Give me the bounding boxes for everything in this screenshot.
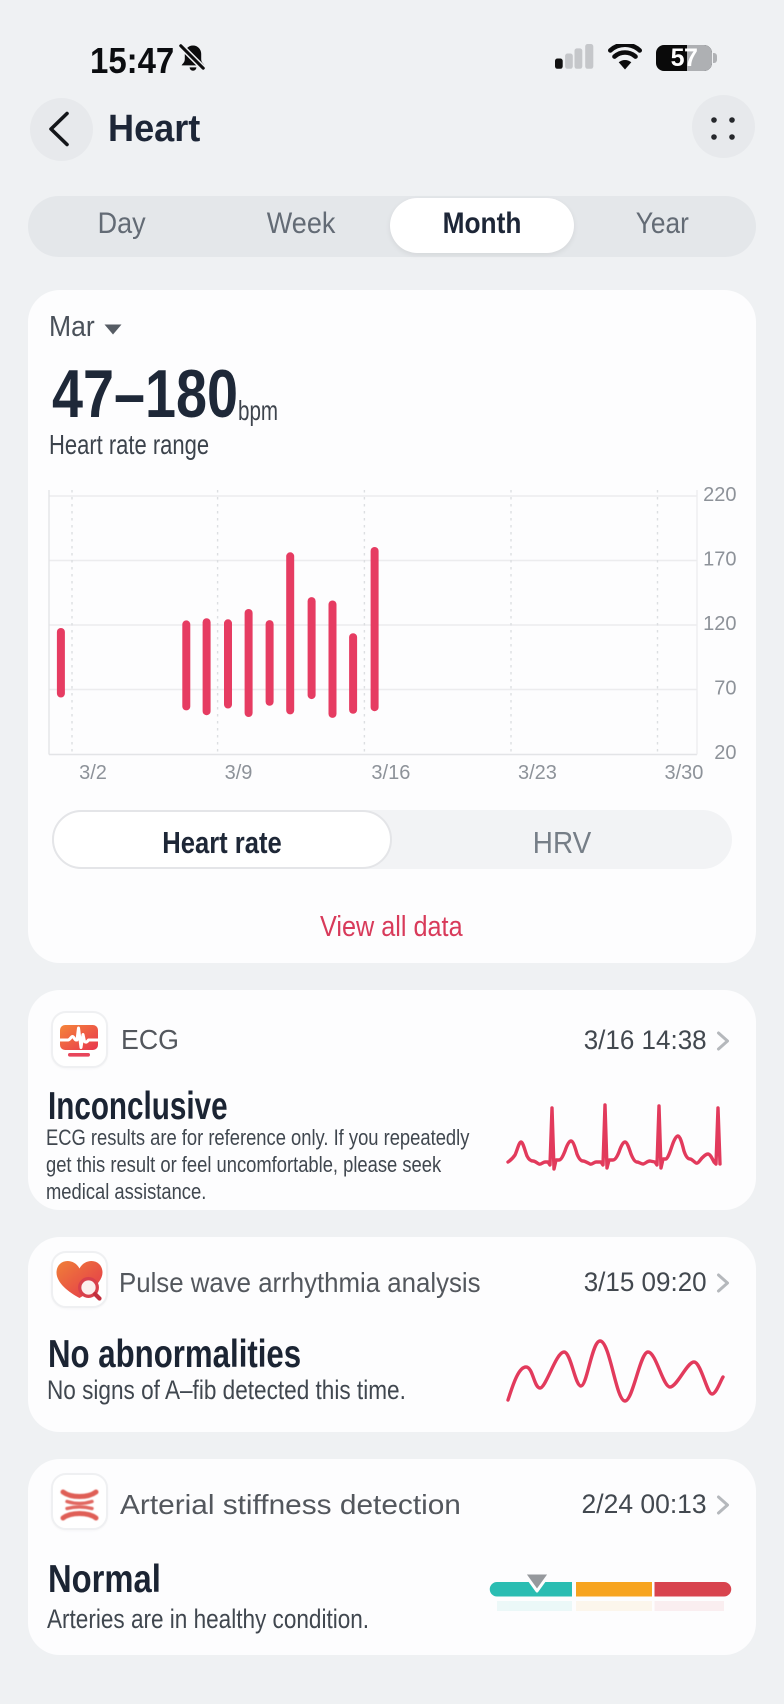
svg-text:70: 70 <box>714 678 736 700</box>
svg-text:3/23: 3/23 <box>518 762 557 784</box>
svg-text:3/9: 3/9 <box>225 762 253 784</box>
svg-text:20: 20 <box>714 742 736 764</box>
svg-text:120: 120 <box>703 613 736 635</box>
svg-text:220: 220 <box>703 484 736 506</box>
svg-text:170: 170 <box>703 549 736 571</box>
svg-text:3/16: 3/16 <box>371 762 410 784</box>
svg-text:3/30: 3/30 <box>665 762 704 784</box>
svg-text:3/2: 3/2 <box>79 762 107 784</box>
